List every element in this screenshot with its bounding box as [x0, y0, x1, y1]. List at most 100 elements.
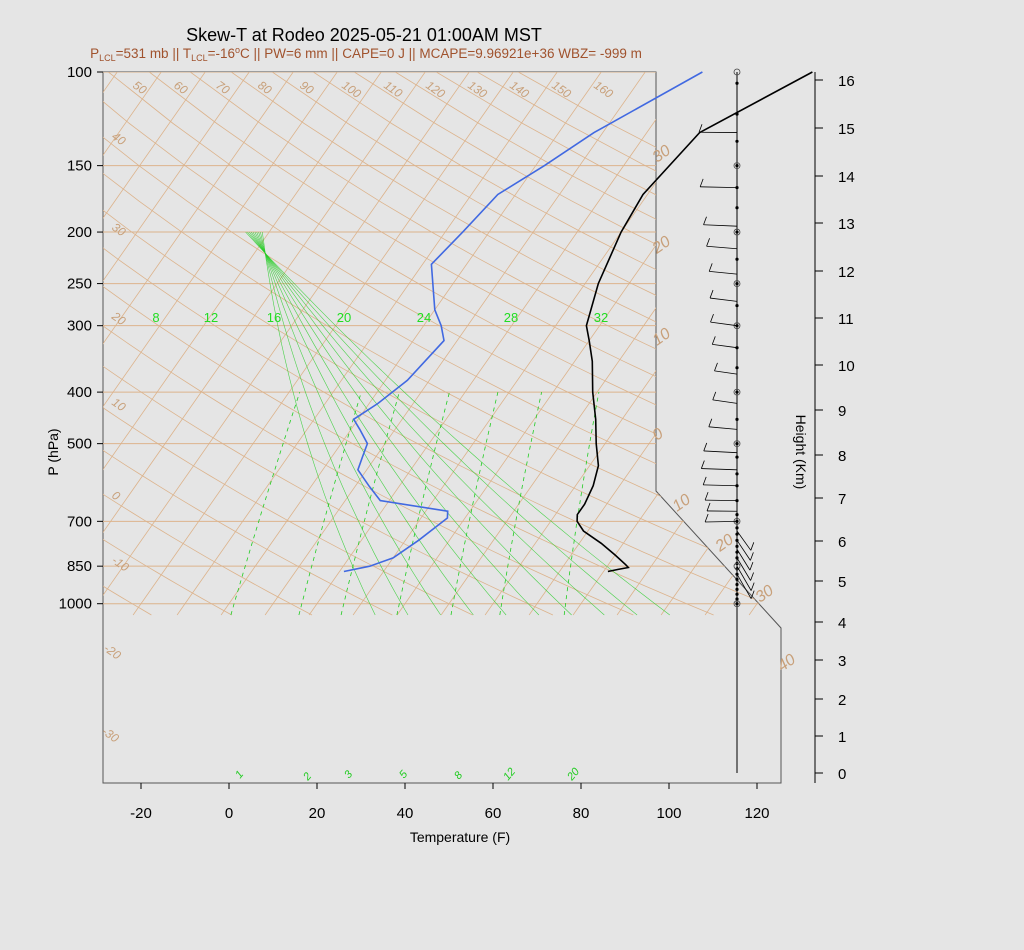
moist-adiabat-line	[260, 232, 409, 616]
height-tick-label: 1	[838, 729, 846, 746]
height-tick-label: 13	[838, 216, 855, 233]
moist-adiabat-line	[254, 231, 507, 616]
y-axis-label: P (hPa)	[45, 428, 61, 475]
height-tick-label: 14	[838, 169, 855, 186]
x-tick-label: 20	[309, 805, 326, 822]
height-tick-label: 5	[838, 574, 846, 591]
wind-barb-flag	[698, 124, 703, 133]
wind-barb-staff	[703, 450, 738, 454]
moist-adiabat-label: 16	[267, 310, 281, 325]
dry-adiabat-line	[103, 72, 714, 616]
dry-adiabat-line	[103, 72, 232, 616]
height-tick-label: 6	[838, 534, 846, 551]
isotherm-line	[837, 72, 1024, 615]
wind-level-dot	[735, 587, 739, 592]
wind-barb-staff	[700, 186, 738, 189]
wind-level-dot	[735, 206, 739, 210]
dry-adiabat-line	[108, 72, 781, 616]
wind-barb-flag	[750, 572, 754, 581]
wind-level-dot	[735, 526, 739, 530]
wind-barb-staff	[709, 270, 738, 275]
wind-level-dot	[735, 550, 739, 554]
y-tick-label: 100	[67, 64, 92, 81]
wind-barb-flag	[706, 502, 711, 512]
moist-adiabat-line	[258, 232, 441, 616]
chart-title: Skew-T at Rodeo 2025-05-21 01:00AM MST	[186, 25, 542, 45]
wind-level-dot	[735, 513, 739, 517]
isotherm-line	[103, 72, 294, 616]
y-tick-label: 400	[67, 384, 92, 401]
moist-adiabat-label: 28	[504, 310, 518, 325]
calm-wind-circle	[733, 228, 741, 236]
y-tick-label: 300	[67, 318, 92, 335]
wind-level-dot	[735, 281, 739, 286]
wind-level-dot	[735, 366, 739, 370]
moist-adiabat-line	[256, 231, 474, 616]
x-axis: -20 0 20 40 60 80 100 120	[130, 783, 770, 822]
dry-adiabat-line	[272, 72, 781, 616]
dry-adiabat-line	[103, 72, 634, 616]
wind-barb-flag	[702, 476, 707, 485]
wind-level-dot	[735, 532, 739, 536]
wind-barb-flag	[706, 238, 710, 247]
wind-barb-flag	[700, 460, 705, 469]
mixing-ratio-line	[298, 391, 362, 616]
wind-barb-staff	[706, 245, 738, 250]
x-tick-label: -20	[130, 805, 152, 822]
wind-barb-staff	[705, 520, 738, 523]
mixing-ratio-line	[499, 392, 542, 616]
isotherm-line	[103, 72, 250, 616]
moist-adiabat-label: 8	[152, 310, 159, 325]
wind-barb-flag	[699, 178, 704, 187]
height-tick-label: 16	[838, 73, 855, 90]
x-axis-label: Temperature (F)	[410, 829, 510, 845]
isotherm-label: 20	[712, 531, 737, 556]
wind-level-dot	[735, 597, 739, 601]
isotherm-line	[103, 72, 470, 616]
height-tick-label: 8	[838, 448, 846, 465]
dry-adiabat-line	[103, 72, 554, 616]
dry-adiabat-line	[103, 72, 393, 616]
wind-barb-staff	[710, 321, 738, 327]
y-tick-label: 150	[67, 158, 92, 175]
wind-level-dot	[735, 390, 739, 394]
wind-level-dot	[735, 81, 739, 85]
moist-adiabat-label: 20	[337, 310, 351, 325]
wind-barb-flag	[750, 582, 755, 591]
wind-barb-flag	[750, 552, 754, 561]
height-tick-label: 12	[838, 264, 855, 281]
wind-level-dot	[735, 455, 739, 459]
x-tick-label: 80	[573, 805, 590, 822]
height-tick-label: 15	[838, 121, 855, 138]
wind-barb-staff	[736, 565, 752, 591]
isotherm-line	[132, 72, 514, 616]
isotherm-line	[616, 72, 781, 616]
height-tick-label: 11	[838, 311, 854, 328]
wind-barb-flag	[709, 289, 714, 299]
mixing-ratio-lines	[230, 391, 600, 616]
dewpoint-profile	[343, 71, 703, 573]
wind-barb-staff	[703, 224, 738, 227]
isotherm-line	[176, 72, 558, 616]
wind-level-dot	[735, 164, 739, 168]
mixing-ratio-line	[230, 391, 301, 616]
x-tick-label: 100	[656, 805, 681, 822]
wind-barb-flag	[708, 263, 713, 272]
moist-adiabat-line	[262, 232, 376, 616]
wind-barb-staff	[736, 549, 751, 571]
wind-barb-staff	[714, 370, 738, 375]
calm-wind-circle	[733, 562, 741, 570]
isotherm-line	[103, 72, 338, 616]
wind-barb-flag	[704, 513, 709, 523]
isotherm-line	[220, 72, 602, 616]
moist-adiabat-line	[250, 231, 572, 616]
dry-adiabat-line	[231, 72, 781, 616]
wind-barb-flag	[750, 542, 755, 551]
isotherm-line	[0, 72, 73, 615]
wind-barb-flag	[710, 314, 714, 323]
wind-barb-staff	[736, 530, 752, 551]
isotherm-line	[704, 72, 781, 616]
dry-adiabat-line	[103, 72, 781, 616]
